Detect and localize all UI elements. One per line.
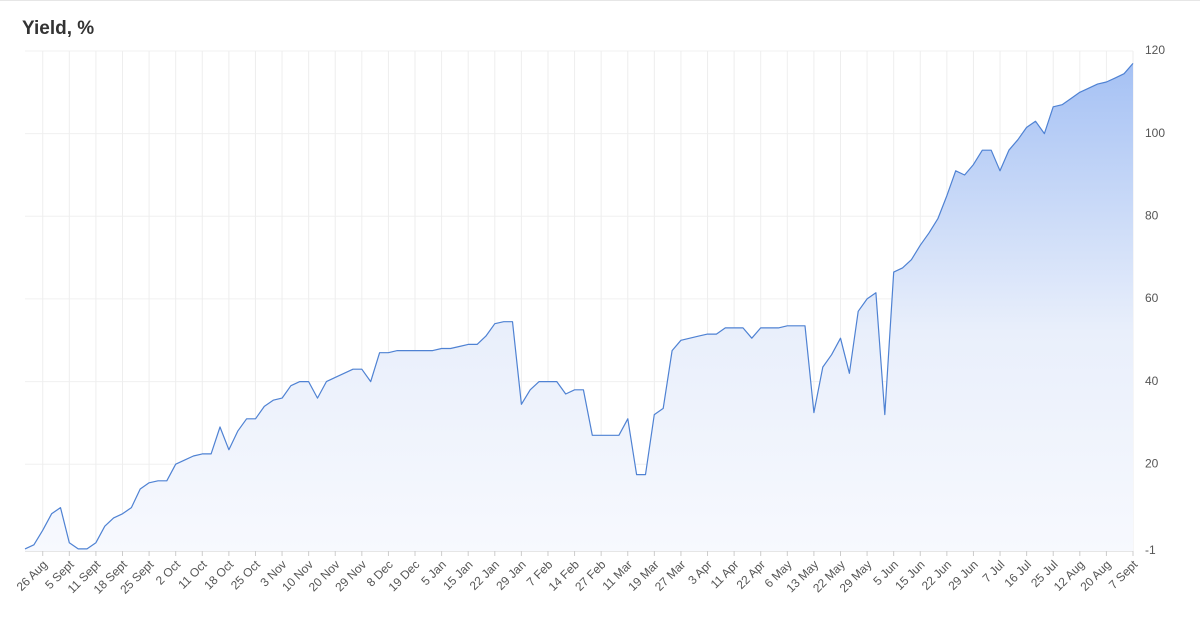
area-fill [25, 63, 1133, 552]
x-tick-label: 29 Jan [493, 557, 528, 592]
y-tick-label: 20 [1145, 456, 1159, 470]
line [24, 63, 1134, 550]
y-tick-label: 60 [1145, 291, 1159, 305]
x-tick-label: 20 Aug [1077, 557, 1113, 593]
x-tick-label: 27 Mar [652, 557, 688, 593]
y-tick-label: 100 [1145, 126, 1165, 140]
y-tick-label: 40 [1145, 374, 1159, 388]
y-tick-label: 80 [1145, 208, 1159, 222]
x-tick-label: 16 Jul [1001, 557, 1034, 590]
y-tick-label: -1 [1145, 543, 1156, 557]
x-tick-label: 29 Jun [945, 557, 980, 592]
x-tick-label: 25 Oct [228, 557, 263, 592]
x-tick-label: 11 Apr [708, 557, 742, 591]
x-tick-label: 26 Aug [14, 557, 50, 593]
top-border [0, 0, 1200, 1]
y-tick-label: 120 [1145, 43, 1165, 57]
x-tick-label: 7 Sept [1106, 557, 1141, 592]
x-tick-label: 22 Apr [734, 557, 768, 591]
chart-title: Yield, % [22, 18, 94, 39]
